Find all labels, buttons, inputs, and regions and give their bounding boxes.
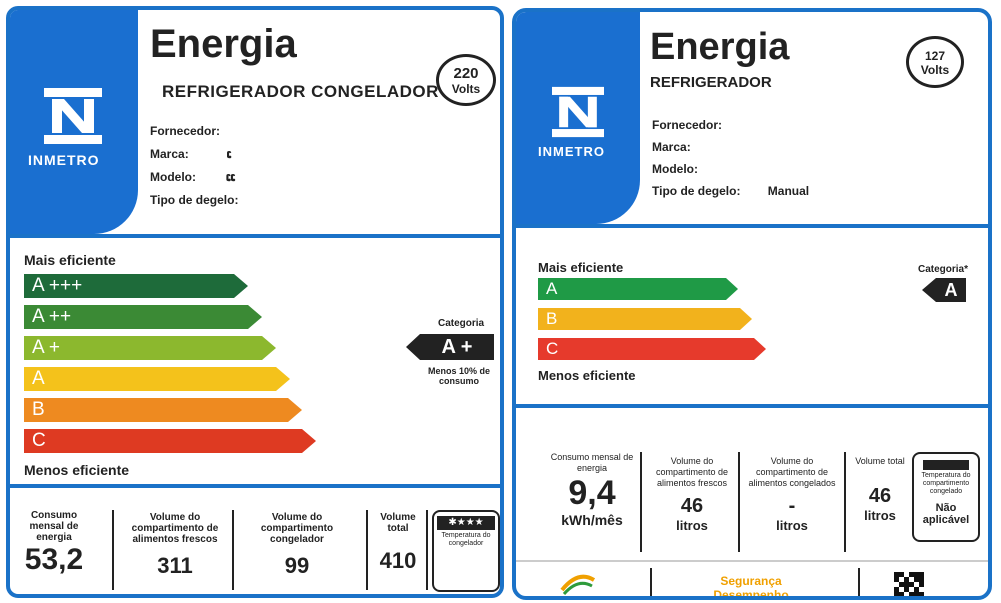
efficiency-bar-a-plus: A +: [24, 336, 276, 360]
field-modelo: Modelo: ແ: [150, 170, 236, 184]
inmetro-logo-icon: [44, 88, 102, 144]
inmetro-name: INMETRO: [28, 152, 100, 168]
efficiency-bar-c: C: [24, 429, 316, 453]
category-indicator: A: [922, 278, 966, 302]
efficiency-bar-a-plus-plus-plus: A +++: [24, 274, 248, 298]
efficiency-bar-a: A: [24, 367, 290, 391]
column-separator: [738, 452, 740, 552]
category-note: Menos 10% de consumo: [427, 366, 491, 386]
temperature-label: Temperatura do congelador: [441, 532, 491, 547]
efficiency-bar-b: B: [538, 308, 752, 330]
label-title: Energia: [650, 26, 790, 68]
column-separator: [112, 510, 114, 590]
field-tipo-degelo: Tipo de degelo: Manual: [652, 184, 810, 198]
voltage-value: 127: [924, 49, 946, 63]
voltage-unit: Volts: [920, 63, 950, 77]
freezer-volume: Volume do compartimento congelador 99: [260, 512, 334, 578]
voltage-badge: 127 Volts: [906, 36, 964, 88]
fresh-food-volume: Volume do compartimento de alimentos fre…: [655, 456, 729, 533]
freezer-temperature-box: Temperatura do compartimento congelado N…: [912, 452, 980, 542]
voltage-unit: Volts: [451, 82, 481, 96]
field-modelo: Modelo:: [652, 162, 698, 176]
column-separator: [844, 452, 846, 552]
inmetro-name: INMETRO: [538, 144, 605, 159]
least-efficient-text: Menos eficiente: [24, 462, 130, 478]
top-divider: [516, 224, 988, 228]
star-rating-icon: ✱★★★: [437, 516, 495, 530]
total-volume: Volume total 410: [379, 512, 417, 573]
left-energy-label: INMETRO Energia REFRIGERADOR CONGELADOR …: [6, 6, 504, 598]
temperature-value: Não aplicável: [922, 502, 970, 526]
column-separator: [426, 510, 428, 590]
temperature-label: Temperatura do compartimento congelado: [921, 472, 971, 495]
top-divider: [10, 234, 500, 238]
total-volume: Volume total 46 litros: [855, 456, 905, 523]
efficiency-bar-a: A: [538, 278, 738, 300]
column-separator: [366, 510, 368, 590]
column-separator: [232, 510, 234, 590]
freezer-temperature-box: ✱★★★ Temperatura do congelador: [432, 510, 500, 592]
right-energy-label: INMETRO Energia REFRIGERADOR 127 Volts F…: [512, 8, 992, 600]
most-efficient-text: Mais eficiente: [24, 252, 116, 268]
category-indicator: A +: [406, 334, 494, 360]
category-label: Categoria: [438, 318, 485, 329]
label-subtitle: REFRIGERADOR CONGELADOR: [162, 82, 439, 101]
selo-procel-icon: [560, 574, 596, 596]
qr-code-icon: [894, 572, 924, 596]
temperature-bar: [923, 460, 969, 470]
label-subtitle: REFRIGERADOR: [650, 74, 772, 91]
most-efficient-text: Mais eficiente: [538, 260, 624, 275]
footer-divider: [516, 560, 988, 562]
monthly-consumption: Consumo mensal de energia 53,2: [24, 510, 84, 576]
bottom-divider: [516, 404, 988, 408]
field-tipo-degelo: Tipo de degelo:: [150, 193, 239, 207]
field-fornecedor: Fornecedor:: [652, 118, 723, 132]
field-marca: Marca:: [652, 140, 691, 154]
column-separator: [640, 452, 642, 552]
footer-separator: [650, 568, 652, 596]
fresh-food-volume: Volume do compartimento de alimentos fre…: [131, 512, 219, 578]
bottom-divider: [10, 484, 500, 488]
least-efficient-text: Menos eficiente: [538, 368, 636, 383]
footer-separator: [858, 568, 860, 596]
efficiency-bar-c: C: [538, 338, 766, 360]
field-marca: Marca: ເ: [150, 147, 233, 161]
monthly-consumption: Consumo mensal de energia 9,4 kWh/mês: [550, 452, 634, 528]
efficiency-bar-a-plus-plus: A ++: [24, 305, 262, 329]
label-title: Energia: [150, 22, 297, 66]
seal-text: Segurança Desempenho: [713, 574, 789, 600]
category-label: Categoria*: [918, 264, 969, 275]
field-fornecedor: Fornecedor:: [150, 124, 221, 138]
freezer-volume: Volume do compartimento de alimentos con…: [748, 456, 836, 533]
voltage-badge: 220 Volts: [436, 54, 496, 106]
inmetro-logo-icon: [552, 86, 604, 138]
efficiency-bar-b: B: [24, 398, 302, 422]
voltage-value: 220: [453, 65, 479, 82]
